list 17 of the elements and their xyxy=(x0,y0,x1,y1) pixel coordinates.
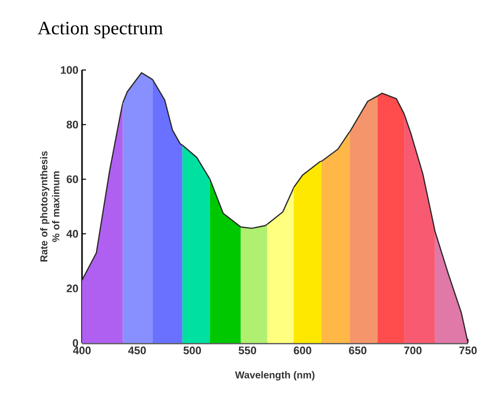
x-tick-label: 400 xyxy=(73,346,91,354)
x-tick-label: 600 xyxy=(294,346,312,354)
x-tick-label: 700 xyxy=(404,346,422,354)
x-tick-label: 450 xyxy=(128,346,146,354)
y-tick-label: 60 xyxy=(66,175,78,184)
y-tick-label: 80 xyxy=(66,120,78,128)
x-axis-title: Wavelength (nm) xyxy=(235,371,314,380)
y-tick-label: 20 xyxy=(66,284,78,292)
x-tick-label: 500 xyxy=(183,346,201,354)
y-axis-title: Rate of photosynthesis % of maximum xyxy=(40,151,60,262)
y-tick-label: 0 xyxy=(72,339,78,347)
y-tick-label: 100 xyxy=(60,66,78,74)
chart-title: Action spectrum xyxy=(38,22,163,38)
x-tick-label: 650 xyxy=(348,346,366,354)
y-tick-label: 40 xyxy=(66,230,78,238)
x-tick-label: 750 xyxy=(459,346,477,354)
x-tick-label: 550 xyxy=(238,346,256,354)
